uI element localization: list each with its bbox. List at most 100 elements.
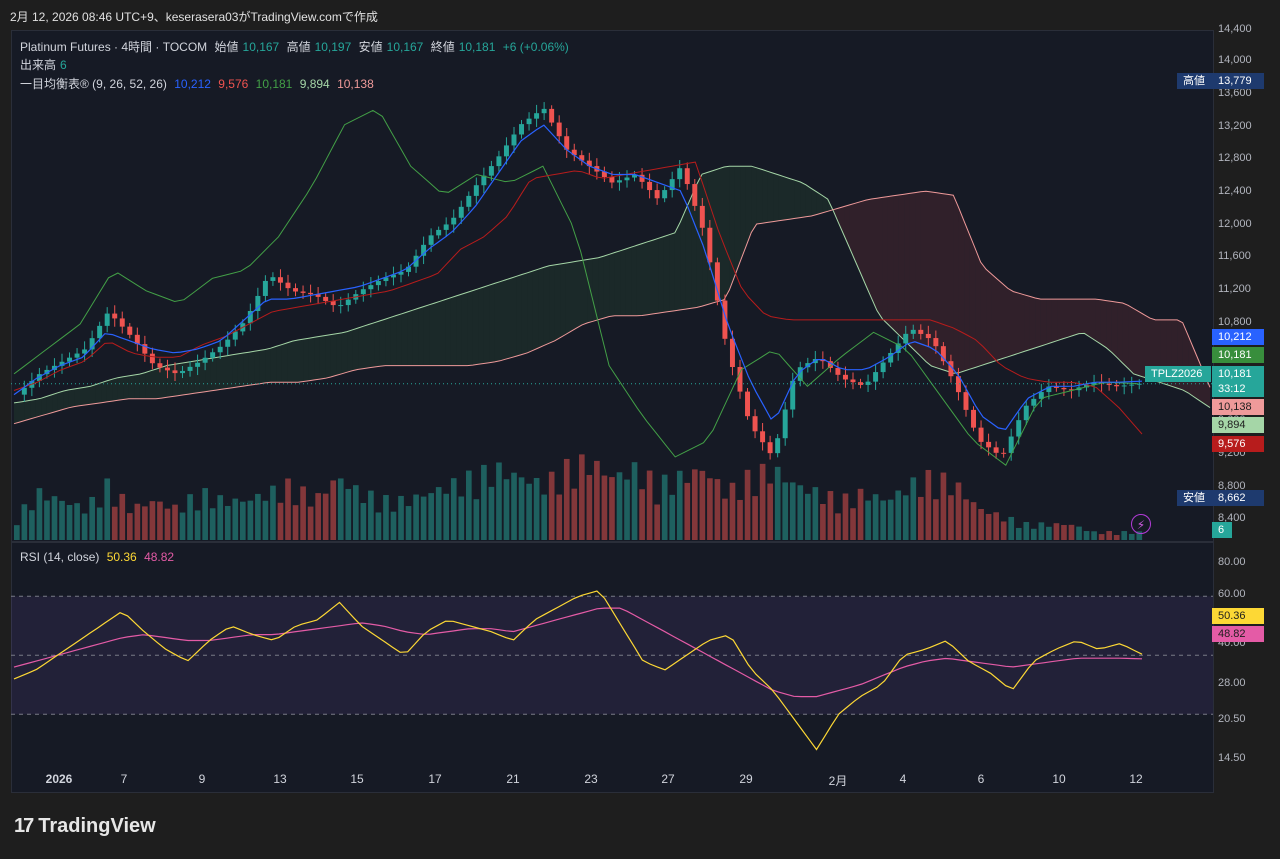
volume-bar: [29, 510, 35, 540]
kumo-bear-segment: [1007, 288, 1014, 357]
kumo-bull-segment: [363, 324, 369, 369]
kumo-bear-segment: [904, 193, 910, 346]
kumo-bull-segment: [647, 240, 653, 315]
kumo-bull-segment: [156, 367, 162, 399]
candle-body: [1061, 387, 1067, 390]
kumo-bull-segment: [734, 166, 741, 276]
kumo-bull-segment: [254, 350, 260, 385]
kumo-bull-segment: [538, 267, 544, 348]
candle-body: [963, 392, 969, 410]
volume-bar: [518, 477, 525, 540]
candle-body: [127, 326, 133, 335]
volume-bar: [526, 483, 532, 540]
volume-bar: [1023, 522, 1030, 540]
candle-body: [1106, 383, 1112, 386]
volume-bar: [59, 500, 65, 540]
kumo-bear-segment: [1078, 299, 1085, 334]
kumo-bull-segment: [582, 259, 588, 325]
kumo-bear-segment: [1095, 299, 1101, 345]
volume-bar: [1091, 531, 1097, 540]
kumo-bull-segment: [554, 264, 561, 341]
volume-bar: [601, 475, 608, 540]
kumo-bull-segment: [79, 387, 85, 406]
volume-bar: [149, 501, 156, 540]
kumo-bear-segment: [1002, 283, 1008, 359]
candle-body: [880, 362, 886, 373]
volume-bar: [676, 470, 683, 540]
kumo-bull-segment: [14, 402, 20, 424]
volume-legend: 出来高 6: [20, 56, 71, 73]
candle-body: [1129, 384, 1135, 386]
candle-body: [210, 352, 216, 358]
kumo-bull-segment: [270, 346, 277, 383]
kumo-bear-segment: [871, 198, 877, 311]
kumo-bull-segment: [642, 241, 648, 316]
volume-bar: [187, 494, 193, 540]
x-tick: 10: [1052, 772, 1066, 786]
rsi-value: 50.36: [106, 550, 137, 564]
kumo-bull-segment: [24, 400, 31, 421]
lightning-icon[interactable]: ⚡: [1131, 514, 1151, 534]
candle-body: [232, 331, 238, 340]
kumo-bear-segment: [1204, 374, 1210, 408]
volume-bar: [835, 513, 841, 540]
kumo-bull-segment: [511, 276, 517, 358]
kumo-bull-segment: [740, 166, 746, 262]
volume-bar: [594, 460, 600, 540]
candle-body: [247, 310, 253, 324]
kumo-bull-segment: [609, 252, 615, 317]
kumo-bear-segment: [838, 206, 845, 236]
volume-bar: [247, 500, 254, 540]
kumo-bull-segment: [276, 344, 282, 383]
ichimoku-chikou-value: 10,181: [255, 77, 293, 91]
legend-low-label: 安値: [358, 40, 383, 54]
ichimoku-label[interactable]: 一目均衡表® (9, 26, 52, 26): [20, 77, 167, 91]
candle-body: [413, 255, 419, 267]
kumo-bear-segment: [991, 274, 997, 363]
kumo-bull-segment: [145, 370, 151, 399]
candle-body: [293, 288, 299, 292]
volume-bar: [503, 479, 510, 540]
tradingview-logo[interactable]: 17 TradingView: [14, 815, 156, 838]
volume-bar: [857, 488, 864, 540]
legend-symbol[interactable]: Platinum Futures · 4時間 · TOCOM: [20, 40, 208, 54]
volume-bar: [1076, 526, 1082, 540]
spanB-badge: 10,138: [1212, 399, 1264, 415]
candle-body: [217, 346, 223, 353]
kumo-bull-segment: [216, 356, 222, 391]
candle-body: [157, 363, 163, 368]
candle-body: [488, 166, 494, 176]
volume-bar: [330, 480, 337, 540]
volume-bar: [797, 485, 804, 540]
volume-bar: [661, 474, 668, 540]
volume-bar: [940, 472, 947, 540]
x-tick: 17: [428, 772, 442, 786]
kumo-bull-segment: [718, 167, 724, 302]
x-tick: 29: [739, 772, 753, 786]
volume-bar: [51, 496, 58, 540]
volume-bar: [172, 504, 178, 540]
volume-bar: [488, 486, 495, 540]
kumo-bull-segment: [456, 294, 462, 366]
volume-bar: [820, 503, 826, 540]
kumo-bear-segment: [975, 248, 981, 368]
volume-bar: [684, 482, 691, 540]
candle-body: [315, 294, 321, 297]
candle-body: [473, 185, 479, 196]
symbol-tag-badge[interactable]: TPLZ2026: [1145, 366, 1211, 382]
x-tick: 4: [899, 772, 907, 786]
x-tick: 2026: [45, 772, 73, 786]
x-tick: 27: [661, 772, 675, 786]
volume-bar: [322, 493, 329, 540]
kumo-bull-segment: [450, 295, 457, 366]
kumo-bear-segment: [986, 269, 992, 364]
volume-bar: [450, 478, 457, 540]
rsi-label[interactable]: RSI (14, close): [20, 550, 100, 564]
volume-bar: [548, 471, 555, 540]
volume-bar: [511, 472, 517, 540]
kumo-bear-segment: [980, 262, 987, 366]
candle-body: [850, 379, 856, 383]
volume-label[interactable]: 出来高: [20, 58, 57, 72]
volume-bar: [1121, 531, 1128, 540]
